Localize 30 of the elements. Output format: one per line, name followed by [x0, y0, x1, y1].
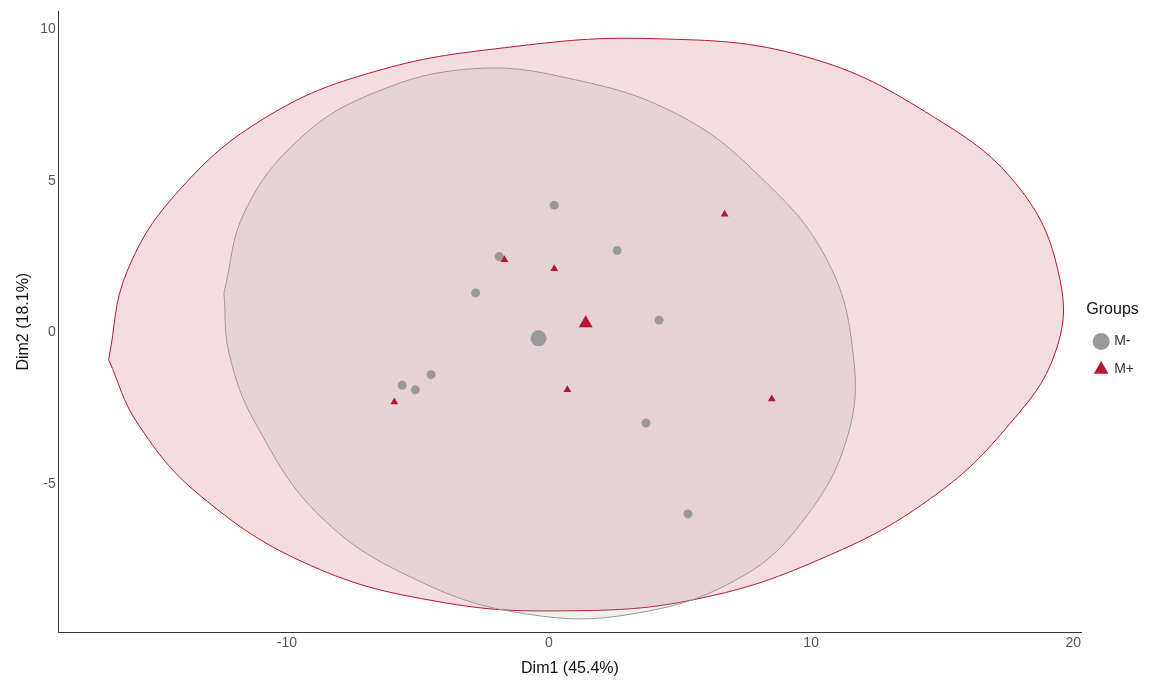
x-axis-title: Dim1 (45.4%) [521, 658, 619, 676]
y-tick-label: 5 [47, 171, 56, 188]
point [471, 288, 481, 298]
point [767, 394, 776, 402]
point [578, 315, 593, 328]
point [426, 370, 436, 380]
x-tick-label: 20 [1065, 634, 1082, 651]
x-tick-label: 10 [803, 634, 820, 651]
legend-label: M- [1114, 332, 1131, 349]
point [683, 509, 693, 519]
point [500, 255, 509, 262]
point [563, 385, 572, 393]
legend-label: M+ [1114, 360, 1135, 377]
point [654, 315, 664, 325]
y-tick-label: -5 [43, 474, 56, 491]
point [410, 385, 420, 395]
point [549, 200, 559, 210]
point [530, 330, 547, 347]
y-axis-title: Dim2 (18.1%) [14, 272, 32, 371]
point [494, 252, 504, 262]
x-tick-label: 0 [545, 634, 554, 651]
x-tick-label: -10 [276, 634, 298, 651]
point [390, 397, 399, 405]
y-tick-label: 0 [47, 323, 56, 340]
point [550, 264, 559, 271]
y-tick-label: 10 [40, 20, 56, 37]
point [641, 418, 651, 428]
legend-title: Groups [1086, 299, 1139, 317]
point [397, 380, 407, 390]
point [612, 246, 622, 256]
